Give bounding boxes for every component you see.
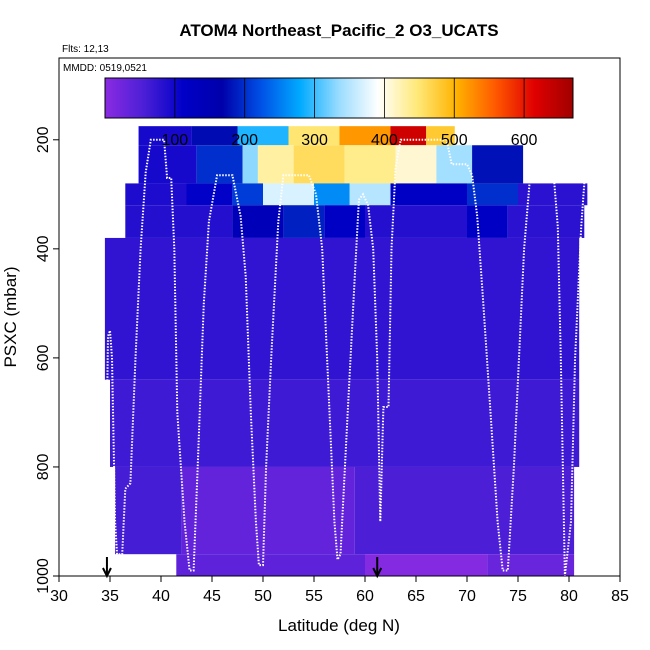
heatmap-cell <box>487 554 575 576</box>
y-tick-label: 400 <box>35 235 52 262</box>
heatmap-cell <box>237 126 289 146</box>
colorbar-tick-label: 400 <box>371 132 398 149</box>
x-tick-label: 60 <box>356 588 374 605</box>
heatmap-cell <box>104 237 580 380</box>
heatmap-cell <box>467 183 518 206</box>
x-tick-label: 45 <box>203 588 221 605</box>
flight-track-line <box>104 138 586 576</box>
x-tick-label: 85 <box>611 588 629 605</box>
colorbar-tick-label: 200 <box>231 132 258 149</box>
latitude-markers <box>102 557 383 579</box>
heatmap-cell <box>390 126 427 146</box>
heatmap-cell <box>186 183 233 206</box>
heatmap-cell <box>314 183 350 206</box>
down-arrow-head-icon <box>102 567 112 579</box>
heatmap-cell <box>283 205 325 238</box>
heatmap-cell <box>293 145 345 184</box>
y-axis: 200 400 600 800 1000 <box>35 126 59 594</box>
flight-track-lines <box>104 138 586 576</box>
x-tick-label: 70 <box>458 588 476 605</box>
heatmap-cell <box>365 205 467 238</box>
colorbar-tick-label: 600 <box>511 132 538 149</box>
heatmap-cell <box>191 126 238 146</box>
x-tick-label: 35 <box>101 588 119 605</box>
heatmap-cell <box>436 145 473 184</box>
y-tick-label: 200 <box>35 126 52 153</box>
colorbar-gradient <box>104 77 574 119</box>
plot-frame <box>58 57 621 577</box>
heatmap-cell <box>125 183 187 206</box>
dates-label: MMDD: 0519,0521 <box>63 63 147 74</box>
y-tick-label: 600 <box>35 344 52 371</box>
x-axis: 30 35 40 45 50 55 60 65 70 75 80 85 <box>50 576 629 605</box>
colorbar-tick-label: 100 <box>161 132 188 149</box>
heatmap-cell <box>263 183 314 206</box>
heatmap-cell <box>365 554 488 576</box>
heatmap-cell <box>257 145 294 184</box>
heatmap-cell <box>110 379 580 467</box>
colorbar: 100 200 300 400 500 600 <box>104 77 574 149</box>
heatmap-cell <box>472 145 524 184</box>
x-tick-label: 55 <box>305 588 323 605</box>
heatmap-cell <box>344 145 396 184</box>
heatmap-cell <box>518 183 588 206</box>
y-axis-label: PSXC (mbar) <box>1 266 20 367</box>
x-tick-label: 75 <box>509 588 527 605</box>
heatmap-cell <box>181 466 355 555</box>
heatmap-cell <box>395 145 437 184</box>
heatmap-cell <box>232 183 263 206</box>
heatmap-cell <box>467 205 508 238</box>
heatmap-cells <box>104 126 588 576</box>
heatmap-cell <box>339 126 391 146</box>
y-tick-label: 1000 <box>35 558 52 594</box>
x-tick-label: 65 <box>407 588 425 605</box>
heatmap-cell <box>354 466 575 555</box>
heatmap-cell <box>176 554 365 576</box>
y-tick-label: 800 <box>35 454 52 481</box>
colorbar-tick-label: 500 <box>441 132 468 149</box>
heatmap-cell <box>324 205 365 238</box>
heatmap-cell <box>242 145 258 184</box>
colorbar-tick-label: 300 <box>301 132 328 149</box>
x-tick-label: 40 <box>152 588 170 605</box>
heatmap-cell <box>288 126 340 146</box>
heatmap-cell <box>390 183 467 206</box>
heatmap-cell <box>196 145 243 184</box>
x-tick-label: 50 <box>254 588 272 605</box>
flights-label: Flts: 12,13 <box>62 44 109 55</box>
heatmap-cell <box>125 205 233 238</box>
down-arrow-head-icon <box>372 567 383 579</box>
x-axis-label: Latitude (deg N) <box>278 616 400 635</box>
x-tick-label: 80 <box>560 588 578 605</box>
heatmap-cell <box>349 183 391 206</box>
heatmap-cell <box>138 126 192 146</box>
heatmap-cell <box>426 126 455 146</box>
chart-title: ATOM4 Northeast_Pacific_2 O3_UCATS <box>179 21 498 40</box>
heatmap-cell <box>115 466 182 555</box>
heatmap-cell <box>507 205 585 238</box>
x-tick-label: 30 <box>50 588 68 605</box>
